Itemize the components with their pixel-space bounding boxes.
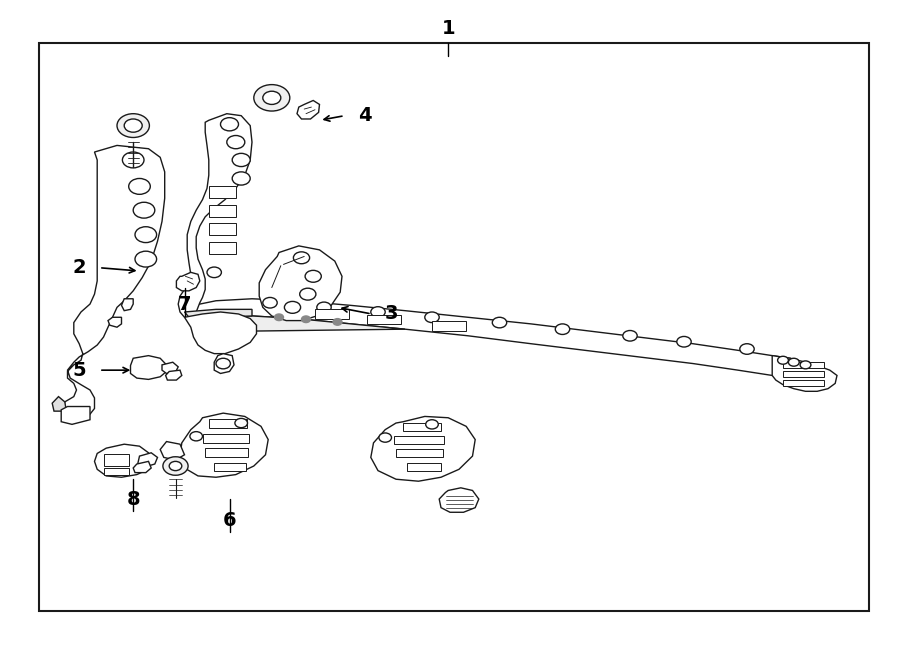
Circle shape <box>623 330 637 341</box>
Circle shape <box>232 153 250 167</box>
Circle shape <box>677 336 691 347</box>
Polygon shape <box>439 488 479 512</box>
Circle shape <box>254 85 290 111</box>
Bar <box>403 423 441 431</box>
Circle shape <box>122 152 144 168</box>
Circle shape <box>371 307 385 317</box>
Polygon shape <box>176 272 200 291</box>
Bar <box>432 321 466 330</box>
Circle shape <box>135 251 157 267</box>
Bar <box>209 186 236 198</box>
Circle shape <box>207 267 221 278</box>
Bar <box>407 463 441 471</box>
Text: 3: 3 <box>385 305 398 323</box>
Circle shape <box>425 312 439 323</box>
Circle shape <box>227 136 245 149</box>
Polygon shape <box>122 299 133 311</box>
Circle shape <box>426 420 438 429</box>
Polygon shape <box>162 362 178 373</box>
Polygon shape <box>180 413 268 477</box>
Polygon shape <box>184 309 252 321</box>
Polygon shape <box>214 354 234 373</box>
Bar <box>315 309 349 319</box>
Circle shape <box>133 202 155 218</box>
Circle shape <box>117 114 149 137</box>
Circle shape <box>778 356 788 364</box>
Bar <box>394 436 444 444</box>
Bar <box>104 468 129 475</box>
Circle shape <box>263 91 281 104</box>
Circle shape <box>293 252 310 264</box>
Circle shape <box>124 119 142 132</box>
Bar <box>209 205 236 217</box>
Bar <box>202 434 249 443</box>
Circle shape <box>305 270 321 282</box>
Bar <box>783 371 824 377</box>
Circle shape <box>555 324 570 334</box>
Polygon shape <box>108 317 122 327</box>
Circle shape <box>300 288 316 300</box>
Circle shape <box>379 433 392 442</box>
Circle shape <box>317 302 331 313</box>
Circle shape <box>263 297 277 308</box>
Polygon shape <box>52 397 68 418</box>
Bar <box>396 449 443 457</box>
Circle shape <box>788 358 799 366</box>
Polygon shape <box>184 312 256 354</box>
Polygon shape <box>166 370 182 380</box>
Circle shape <box>163 457 188 475</box>
Text: 8: 8 <box>126 490 140 508</box>
Polygon shape <box>130 356 166 379</box>
Circle shape <box>274 314 284 321</box>
Circle shape <box>284 301 301 313</box>
Polygon shape <box>178 114 252 319</box>
Polygon shape <box>138 453 157 467</box>
Polygon shape <box>194 316 405 332</box>
Bar <box>209 242 236 254</box>
Circle shape <box>190 432 203 441</box>
Bar <box>214 463 246 471</box>
Polygon shape <box>160 442 184 460</box>
Circle shape <box>129 178 150 194</box>
Text: 2: 2 <box>72 258 86 277</box>
Bar <box>104 454 129 466</box>
Bar <box>367 315 401 324</box>
Text: 6: 6 <box>222 511 237 529</box>
Bar <box>39 43 868 611</box>
Text: 7: 7 <box>178 295 191 313</box>
Circle shape <box>220 118 238 131</box>
Polygon shape <box>297 100 320 119</box>
Circle shape <box>492 317 507 328</box>
Polygon shape <box>94 444 151 477</box>
Circle shape <box>740 344 754 354</box>
Bar <box>205 448 248 457</box>
Polygon shape <box>184 299 803 378</box>
Circle shape <box>169 461 182 471</box>
Circle shape <box>235 418 248 428</box>
Circle shape <box>135 227 157 243</box>
Bar <box>209 223 236 235</box>
Bar <box>783 362 824 368</box>
Circle shape <box>333 319 342 325</box>
Polygon shape <box>259 246 342 321</box>
Bar <box>783 380 824 386</box>
Text: 1: 1 <box>441 19 455 38</box>
Text: 4: 4 <box>357 106 372 125</box>
Bar <box>209 419 247 428</box>
Polygon shape <box>772 356 837 391</box>
Polygon shape <box>371 416 475 481</box>
Circle shape <box>302 316 310 323</box>
Circle shape <box>800 361 811 369</box>
Circle shape <box>232 172 250 185</box>
Polygon shape <box>63 145 165 420</box>
Text: 5: 5 <box>72 361 86 379</box>
Polygon shape <box>133 461 151 473</box>
Polygon shape <box>61 407 90 424</box>
Circle shape <box>216 358 230 369</box>
